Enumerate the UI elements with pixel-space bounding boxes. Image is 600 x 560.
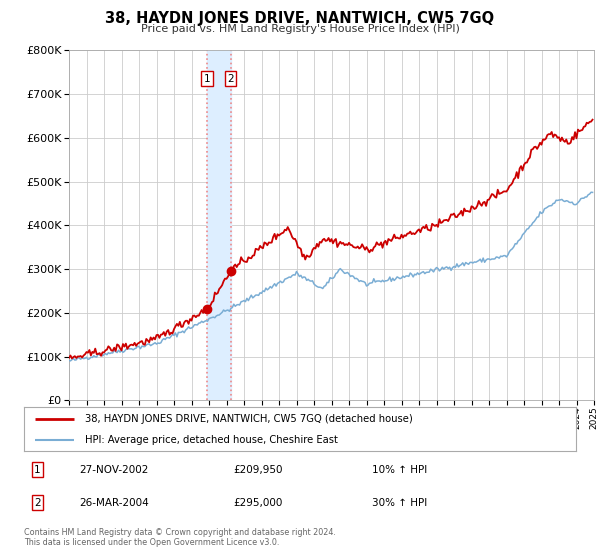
Bar	[207, 50, 230, 400]
Text: 38, HAYDN JONES DRIVE, NANTWICH, CW5 7GQ: 38, HAYDN JONES DRIVE, NANTWICH, CW5 7GQ	[106, 11, 494, 26]
Text: 2: 2	[227, 74, 234, 84]
Text: 26-MAR-2004: 26-MAR-2004	[79, 498, 149, 507]
Text: Price paid vs. HM Land Registry's House Price Index (HPI): Price paid vs. HM Land Registry's House …	[140, 24, 460, 34]
Text: 30% ↑ HPI: 30% ↑ HPI	[372, 498, 427, 507]
Text: 38, HAYDN JONES DRIVE, NANTWICH, CW5 7GQ (detached house): 38, HAYDN JONES DRIVE, NANTWICH, CW5 7GQ…	[85, 414, 412, 424]
Text: £295,000: £295,000	[234, 498, 283, 507]
Text: HPI: Average price, detached house, Cheshire East: HPI: Average price, detached house, Ches…	[85, 435, 338, 445]
Text: 2: 2	[34, 498, 41, 507]
Text: 10% ↑ HPI: 10% ↑ HPI	[372, 465, 427, 475]
Text: £209,950: £209,950	[234, 465, 283, 475]
Text: 27-NOV-2002: 27-NOV-2002	[79, 465, 149, 475]
Text: Contains HM Land Registry data © Crown copyright and database right 2024.
This d: Contains HM Land Registry data © Crown c…	[24, 528, 336, 547]
Text: 1: 1	[34, 465, 41, 475]
Text: 1: 1	[204, 74, 211, 84]
